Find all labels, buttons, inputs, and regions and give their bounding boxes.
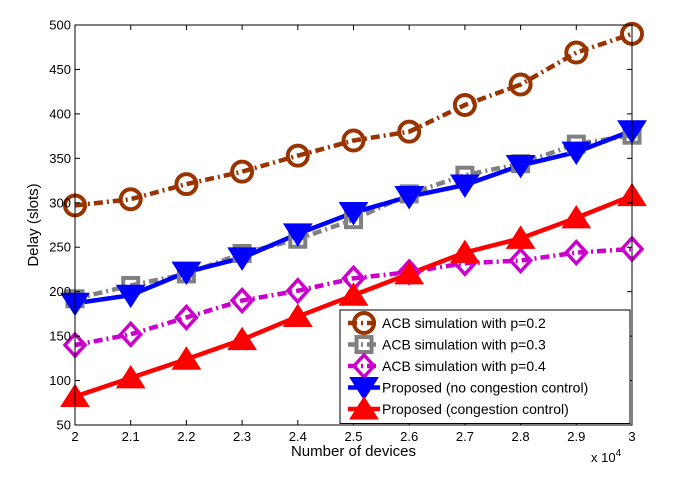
x-axis-label: Number of devices	[291, 443, 416, 460]
data-point	[115, 364, 146, 389]
series-line	[74, 31, 633, 208]
y-tick-label: 50	[57, 418, 71, 433]
y-tick-label: 250	[49, 240, 71, 255]
y-tick-label: 350	[49, 151, 71, 166]
data-point	[394, 260, 425, 285]
x-multiplier-base: x 10	[591, 450, 616, 465]
legend-marker	[352, 311, 376, 335]
legend-box	[339, 309, 631, 424]
data-point	[174, 303, 199, 332]
data-point	[174, 172, 199, 197]
y-tick-label: 150	[49, 329, 71, 344]
data-point	[449, 174, 480, 198]
data-point	[508, 246, 533, 275]
data-point	[564, 40, 589, 65]
x-tick-label: 2	[71, 429, 78, 444]
y-tick-label: 100	[49, 373, 71, 388]
legend-marker	[349, 377, 379, 401]
legend-marker	[349, 396, 379, 420]
data-point	[397, 119, 422, 144]
y-tick-label: 500	[49, 18, 71, 33]
y-tick-label: 450	[49, 62, 71, 77]
legend-label: Proposed (no congestion control)	[382, 380, 588, 396]
y-tick-label: 300	[49, 195, 71, 210]
data-point	[282, 223, 313, 247]
x-tick-label: 2.4	[289, 429, 307, 444]
data-point	[171, 261, 202, 286]
data-point	[229, 286, 255, 315]
legend-label: ACB simulation with p=0.4	[382, 358, 546, 374]
data-point	[561, 204, 592, 229]
data-point	[227, 326, 258, 351]
data-point	[230, 159, 255, 184]
data-point	[285, 143, 310, 168]
legend-label: ACB simulation with p=0.3	[382, 337, 546, 353]
x-tick-label: 2.8	[512, 429, 530, 444]
data-point	[338, 202, 369, 226]
x-tick-label: 3	[628, 429, 635, 444]
series-line	[74, 246, 633, 348]
data-point	[449, 239, 480, 264]
data-point	[227, 247, 258, 271]
legend-label: ACB simulation with p=0.2	[382, 315, 546, 331]
data-point	[118, 320, 144, 348]
x-multiplier-exponent: 4	[616, 448, 622, 459]
x-tick-label: 2.6	[400, 429, 418, 444]
y-tick-label: 400	[49, 106, 71, 121]
y-axis-label: Delay (slots)	[25, 183, 42, 266]
data-point	[285, 277, 311, 305]
data-point	[171, 346, 202, 370]
y-tick-label: 200	[49, 284, 71, 299]
data-point	[338, 282, 369, 306]
x-tick-label: 2.7	[456, 429, 474, 444]
data-point	[563, 238, 589, 267]
data-point	[508, 72, 533, 97]
data-point	[561, 141, 592, 166]
x-multiplier: x 104	[591, 448, 622, 465]
x-tick-label: 2.1	[122, 429, 140, 444]
data-point	[341, 128, 366, 153]
x-tick-label: 2.3	[233, 429, 251, 444]
data-point	[115, 284, 146, 309]
x-tick-label: 2.2	[177, 429, 195, 444]
x-tick-label: 2.9	[567, 429, 585, 444]
data-point	[118, 187, 143, 212]
data-point	[394, 186, 425, 210]
data-point	[505, 154, 536, 179]
legend-marker	[354, 335, 374, 354]
data-point	[282, 303, 313, 328]
legend-label: Proposed (congestion control)	[382, 401, 569, 417]
data-point	[505, 225, 536, 249]
legend: ACB simulation with p=0.2 ACB simulation …	[339, 309, 631, 424]
data-point	[452, 93, 477, 117]
x-tick-label: 2.5	[344, 429, 362, 444]
